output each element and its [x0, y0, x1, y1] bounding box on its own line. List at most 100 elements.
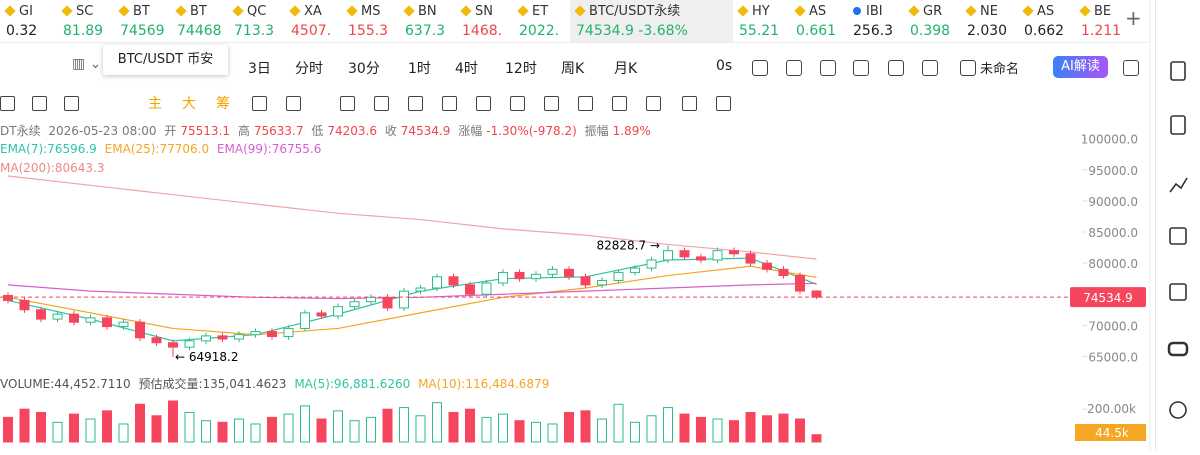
ticker-item[interactable]: BE 1.211 [1075, 0, 1132, 42]
ticker-item[interactable]: HY 55.21 [733, 0, 790, 42]
ticker-item[interactable]: ET 2022. [513, 0, 570, 42]
tool-icon[interactable] [442, 96, 457, 111]
ticker-item[interactable]: NE 2.030 [961, 0, 1018, 42]
ticker-item[interactable]: BT 74569 [114, 0, 171, 42]
indicator[interactable]: 筹 [216, 96, 230, 112]
tool-icon[interactable] [752, 60, 768, 76]
low: 74203.6 [327, 124, 377, 138]
icon[interactable] [1170, 115, 1186, 135]
interval[interactable]: 月K [614, 61, 638, 77]
tool-icon[interactable] [408, 96, 423, 111]
candle-body [118, 321, 129, 328]
candle-body [630, 267, 640, 273]
ticker-item[interactable]: GI 0.32 [0, 0, 57, 42]
symbol: XA [304, 4, 322, 19]
icon[interactable] [1169, 227, 1187, 245]
tool-icon[interactable] [646, 96, 661, 111]
ticker-item[interactable]: BN 637.3 [399, 0, 456, 42]
ticker-item[interactable]: BT 74468 [171, 0, 228, 42]
ticker-item[interactable]: BTC/USDT永续 74534.9 -3.68% [570, 0, 733, 42]
ticker-item[interactable]: GR 0.398 [904, 0, 961, 42]
tool-icon[interactable] [682, 96, 697, 111]
volume-bar [250, 423, 261, 443]
volume-bar [745, 411, 756, 443]
tool-icon[interactable] [888, 60, 904, 76]
volume-bar [151, 415, 162, 443]
tool-icon[interactable] [716, 96, 731, 111]
volume-bar [432, 402, 442, 443]
ticker-price: 1.211 [1081, 23, 1122, 39]
ticker-symbol: QC [232, 2, 285, 22]
high: 75633.7 [253, 124, 304, 138]
tool-icon[interactable] [578, 96, 593, 111]
tool-icon[interactable] [820, 60, 836, 76]
ma-legend: MA(200):80643.3 [0, 161, 109, 175]
interval[interactable]: 1时 [408, 61, 431, 77]
ticker-item[interactable]: XA 4507. [285, 0, 342, 42]
candle-body [85, 317, 96, 323]
icon[interactable] [1169, 283, 1187, 301]
candle-body [366, 296, 376, 303]
ticker-item[interactable]: SC 81.89 [57, 0, 114, 42]
indicator[interactable]: 大 [182, 96, 196, 112]
exchange-icon [460, 5, 472, 17]
indicator[interactable]: 主 [148, 96, 162, 112]
candle-body [19, 299, 30, 311]
legend: VOLUME:44,452.7110 [0, 377, 131, 391]
tool-icon[interactable] [510, 96, 525, 111]
ai-button[interactable]: AI解读 [1053, 56, 1108, 78]
tool-icon[interactable] [1123, 60, 1139, 76]
tool-icon[interactable] [374, 96, 389, 111]
tool-icon[interactable] [786, 60, 802, 76]
ticker-symbol: BT [175, 2, 228, 22]
tool-icon[interactable] [853, 60, 869, 76]
interval[interactable]: 4时 [455, 61, 478, 77]
add-button[interactable]: + [1125, 6, 1142, 30]
tool-icon[interactable] [960, 60, 976, 76]
exchange-icon [4, 5, 16, 17]
volume-bar [382, 408, 393, 443]
tool-icon[interactable] [64, 96, 79, 111]
symbol: AS [809, 4, 827, 19]
interval[interactable]: 12时 [505, 61, 537, 77]
open: 75513.1 [180, 124, 231, 138]
ticker-item[interactable]: IBI 256.3 [847, 0, 904, 42]
interval[interactable]: 3日 [248, 61, 271, 77]
tool-icon[interactable] [286, 96, 301, 111]
ticker-item[interactable]: MS 155.3 [342, 0, 399, 42]
layout-name[interactable]: 未命名 [980, 62, 1020, 77]
icon[interactable] [1167, 341, 1189, 357]
ticker-item[interactable]: AS 0.661 [790, 0, 847, 42]
tool-icon[interactable] [922, 60, 938, 76]
tool-icon[interactable] [0, 96, 15, 111]
menu-icon[interactable]: ▥ ⌄ [72, 56, 102, 72]
countdown[interactable]: 0s [716, 58, 733, 74]
ticker-symbol: NE [965, 2, 1018, 22]
ticker-price: 0.661 [796, 23, 837, 39]
ticker-item[interactable]: SN 1468. [456, 0, 513, 42]
datetime: 2026-05-23 08:00 [48, 124, 157, 138]
tool-icon[interactable] [476, 96, 491, 111]
volume-bar [580, 410, 591, 443]
tool-icon[interactable] [252, 96, 267, 111]
ticker-item[interactable]: AS 0.662 [1018, 0, 1075, 42]
tool-icon[interactable] [340, 96, 355, 111]
tool-icon[interactable] [612, 96, 627, 111]
candle-body [283, 327, 294, 338]
candle-body [498, 271, 508, 284]
icon[interactable] [1169, 401, 1187, 419]
amplitude: 1.89% [612, 124, 651, 138]
tool-icon[interactable] [544, 96, 559, 111]
exchange-icon [1022, 5, 1034, 17]
interval[interactable]: 分时 [295, 61, 323, 77]
ticker-symbol: GI [4, 2, 57, 22]
candle-body [168, 342, 178, 348]
volume-bar [102, 410, 112, 443]
tool-icon[interactable] [32, 96, 47, 111]
icon[interactable] [1170, 61, 1186, 81]
interval[interactable]: 30分 [348, 61, 380, 77]
ticker-item[interactable]: QC 713.3 [228, 0, 285, 42]
icon[interactable] [1169, 177, 1188, 193]
interval[interactable]: 周K [561, 61, 585, 77]
ticker-symbol: BN [403, 2, 456, 22]
